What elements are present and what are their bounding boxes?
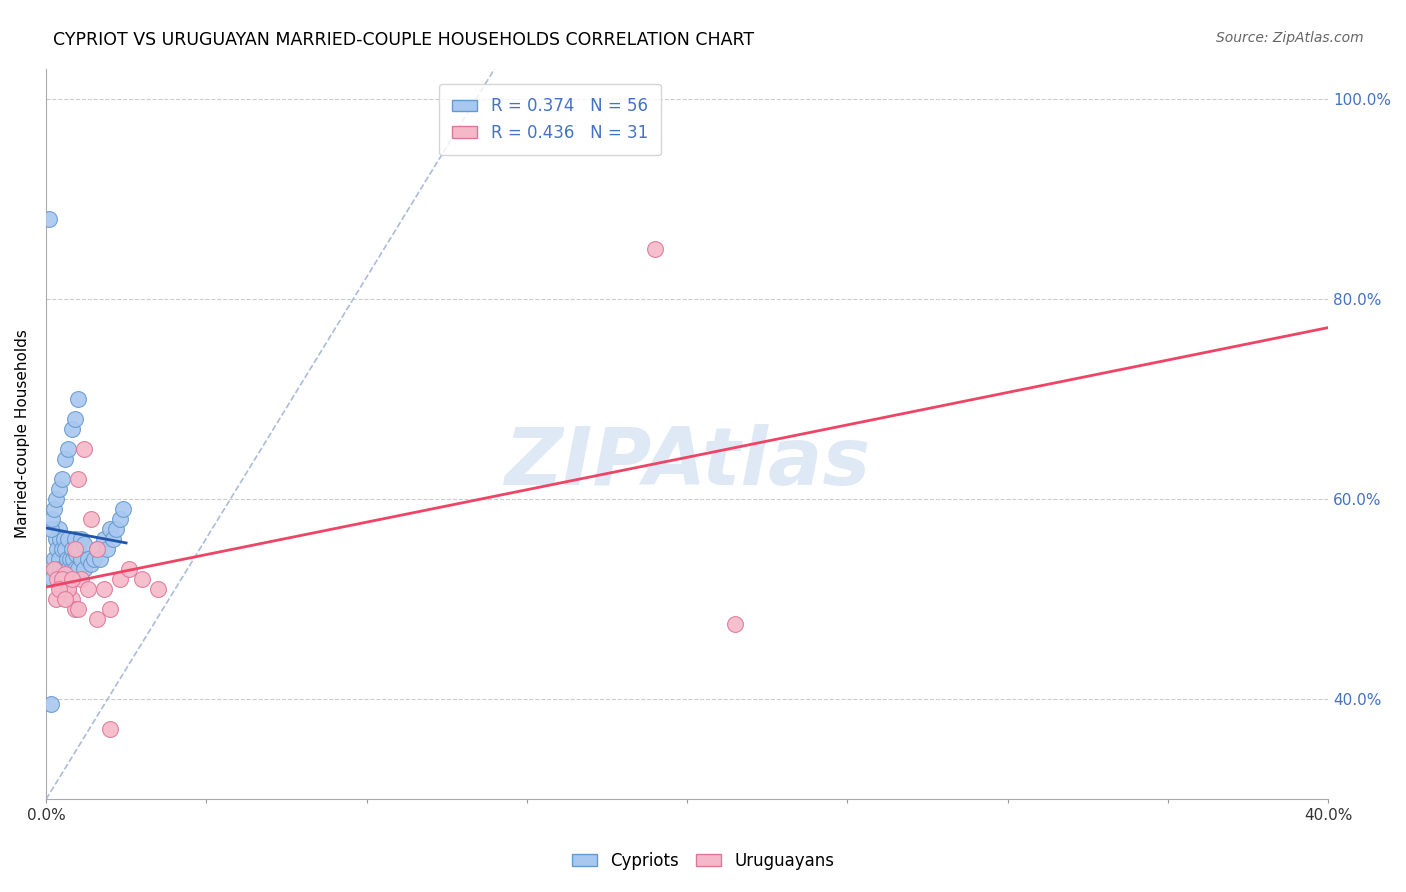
Point: [80, 557, 103, 571]
Point: [63, 532, 86, 546]
Point: [60, 422, 83, 436]
Point: [118, 562, 141, 576]
Point: [86, 542, 108, 557]
Point: [51, 542, 73, 557]
Point: [73, 537, 96, 551]
Point: [70, 532, 93, 546]
Point: [65, 547, 87, 561]
Point: [98, 522, 121, 536]
Point: [63, 562, 86, 576]
Point: [41, 512, 63, 526]
Point: [66, 562, 89, 576]
Point: [83, 552, 105, 566]
Point: [103, 532, 125, 546]
Point: [58, 582, 80, 597]
Point: [45, 491, 67, 506]
Point: [51, 472, 73, 486]
Point: [53, 592, 76, 607]
Point: [45, 532, 67, 546]
Point: [51, 572, 73, 586]
Point: [98, 602, 121, 616]
Point: [49, 532, 72, 546]
Point: [51, 572, 73, 586]
Point: [73, 442, 96, 456]
Point: [66, 392, 89, 406]
Point: [76, 552, 98, 566]
Point: [58, 562, 80, 576]
Point: [63, 412, 86, 426]
Point: [60, 542, 83, 557]
Point: [60, 562, 83, 576]
Point: [108, 512, 131, 526]
Point: [724, 617, 747, 632]
Text: Source: ZipAtlas.com: Source: ZipAtlas.com: [1216, 31, 1364, 45]
Point: [53, 572, 76, 586]
Point: [38, 211, 60, 226]
Point: [48, 482, 70, 496]
Point: [93, 582, 115, 597]
Point: [41, 572, 63, 586]
Text: ZIPAtlas: ZIPAtlas: [503, 425, 870, 502]
Point: [51, 582, 73, 597]
Point: [52, 562, 75, 576]
Point: [86, 612, 108, 626]
Point: [93, 532, 115, 546]
Point: [42, 502, 65, 516]
Point: [66, 602, 89, 616]
Point: [48, 552, 70, 566]
Point: [66, 542, 89, 557]
Point: [59, 552, 82, 566]
Point: [52, 532, 75, 546]
Point: [39, 698, 62, 712]
Point: [644, 242, 666, 256]
Point: [46, 542, 69, 557]
Point: [53, 567, 76, 582]
Point: [42, 552, 65, 566]
Point: [60, 592, 83, 607]
Legend: R = 0.374   N = 56, R = 0.436   N = 31: R = 0.374 N = 56, R = 0.436 N = 31: [439, 84, 661, 155]
Point: [58, 582, 80, 597]
Point: [58, 442, 80, 456]
Point: [46, 572, 69, 586]
Point: [70, 572, 93, 586]
Point: [60, 572, 83, 586]
Point: [66, 472, 89, 486]
Point: [39, 522, 62, 536]
Point: [70, 552, 93, 566]
Point: [73, 562, 96, 576]
Point: [53, 542, 76, 557]
Point: [131, 572, 153, 586]
Point: [86, 542, 108, 557]
Legend: Cypriots, Uruguayans: Cypriots, Uruguayans: [565, 846, 841, 877]
Point: [146, 582, 169, 597]
Point: [58, 532, 80, 546]
Point: [62, 552, 84, 566]
Point: [108, 572, 131, 586]
Point: [48, 582, 70, 597]
Point: [98, 723, 121, 737]
Point: [42, 562, 65, 576]
Point: [48, 522, 70, 536]
Text: CYPRIOT VS URUGUAYAN MARRIED-COUPLE HOUSEHOLDS CORRELATION CHART: CYPRIOT VS URUGUAYAN MARRIED-COUPLE HOUS…: [53, 31, 755, 49]
Point: [63, 542, 86, 557]
Point: [89, 552, 111, 566]
Point: [56, 552, 79, 566]
Point: [111, 502, 134, 516]
Point: [76, 582, 98, 597]
Point: [105, 522, 128, 536]
Point: [63, 602, 86, 616]
Point: [45, 562, 67, 576]
Point: [49, 562, 72, 576]
Point: [53, 452, 76, 467]
Point: [45, 592, 67, 607]
Point: [96, 542, 118, 557]
Point: [80, 512, 103, 526]
Y-axis label: Married-couple Households: Married-couple Households: [15, 329, 30, 539]
